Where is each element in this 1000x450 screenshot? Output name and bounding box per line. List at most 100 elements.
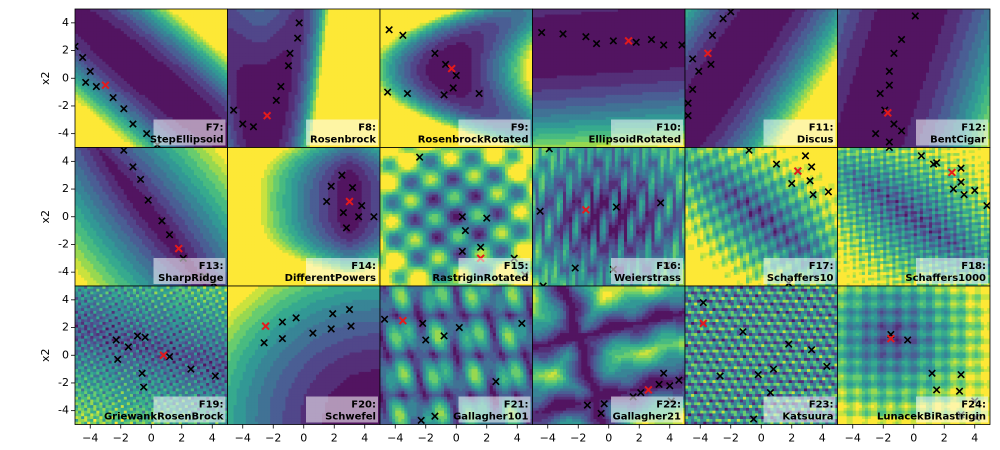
heat-cell — [343, 25, 348, 29]
heat-cell — [303, 75, 308, 79]
heat-cell — [151, 130, 155, 135]
heat-cell — [212, 61, 216, 65]
heat-cell — [203, 94, 207, 99]
heat-cell — [105, 119, 110, 124]
heat-cell — [270, 47, 274, 52]
heat-cell — [178, 53, 183, 57]
heat-cell — [87, 75, 91, 79]
heat-cell — [96, 136, 100, 140]
heat-cell — [370, 75, 375, 79]
heat-cell — [132, 105, 137, 110]
heat-cell — [264, 28, 268, 32]
heat-cell — [373, 31, 378, 35]
heat-cell — [276, 58, 280, 63]
heat-cell — [166, 39, 171, 43]
heat-cell — [151, 31, 155, 35]
heat-cell — [114, 136, 119, 140]
heat-cell — [236, 130, 241, 135]
heat-cell — [361, 22, 366, 27]
heat-cell — [224, 33, 228, 38]
heat-cell — [297, 86, 302, 90]
heat-cell — [75, 28, 79, 32]
heat-cell — [279, 111, 283, 115]
heat-cell — [123, 114, 128, 118]
heat-cell — [312, 114, 317, 118]
heat-cell — [331, 11, 335, 16]
heat-cell — [328, 92, 332, 96]
heat-cell — [224, 100, 228, 104]
heat-cell — [212, 75, 216, 79]
heat-cell — [154, 86, 158, 90]
heat-cell — [254, 141, 259, 146]
heat-cell — [355, 72, 360, 77]
heat-cell — [203, 111, 207, 115]
heat-cell — [132, 111, 137, 115]
heat-cell — [172, 61, 177, 65]
heat-cell — [108, 141, 113, 146]
heat-cell — [181, 78, 186, 82]
heat-cell — [148, 14, 152, 18]
heat-cell — [139, 9, 143, 13]
heat-cell — [111, 97, 116, 102]
heat-cell — [264, 122, 268, 126]
heat-cell — [288, 78, 293, 82]
heat-cell — [337, 89, 341, 93]
heat-cell — [87, 94, 91, 99]
heat-cell — [142, 144, 146, 148]
heat-cell — [233, 25, 238, 29]
heat-cell — [337, 97, 341, 102]
heat-cell — [187, 47, 192, 52]
heat-cell — [129, 94, 134, 99]
heat-cell — [294, 78, 299, 82]
heat-cell — [93, 72, 97, 77]
heat-cell — [117, 89, 122, 93]
heat-cell — [120, 89, 125, 93]
heat-cell — [200, 144, 204, 148]
heat-cell — [142, 22, 146, 27]
heat-cell — [276, 133, 280, 138]
heat-cell — [273, 133, 277, 138]
heat-cell — [218, 39, 222, 43]
heat-cell — [172, 39, 177, 43]
heat-cell — [325, 108, 329, 113]
heat-cell — [99, 11, 104, 16]
heat-cell — [248, 25, 253, 29]
heat-cell — [145, 61, 149, 65]
heat-cell — [81, 130, 85, 135]
heat-cell — [166, 28, 171, 32]
heat-cell — [120, 94, 125, 99]
heat-cell — [105, 103, 110, 107]
heat-cell — [221, 17, 226, 21]
heat-cell — [99, 117, 104, 121]
heat-cell — [200, 20, 204, 24]
heat-cell — [364, 81, 369, 85]
heat-cell — [343, 111, 348, 115]
heat-cell — [99, 105, 104, 110]
heat-cell — [75, 20, 79, 24]
heat-cell — [99, 53, 104, 57]
heat-cell — [291, 136, 296, 140]
heat-cell — [157, 78, 161, 82]
heat-cell — [142, 25, 146, 29]
heat-cell — [209, 111, 213, 115]
heat-cell — [111, 136, 116, 140]
heat-cell — [248, 39, 253, 43]
heat-cell — [175, 97, 180, 102]
sample-marker — [92, 82, 101, 91]
heat-cell — [169, 67, 174, 71]
heat-cell — [309, 100, 314, 104]
heat-cell — [325, 105, 329, 110]
heat-cell — [303, 136, 308, 140]
heat-cell — [114, 125, 119, 129]
heat-cell — [123, 94, 128, 99]
heat-cell — [297, 39, 302, 43]
heat-cell — [334, 9, 338, 13]
heat-cell — [142, 28, 146, 32]
heat-cell — [117, 105, 122, 110]
heat-cell — [197, 61, 201, 65]
heat-cell — [361, 89, 366, 93]
heat-cell — [169, 86, 174, 90]
heat-cell — [242, 130, 247, 135]
heat-cell — [245, 128, 250, 132]
heat-cell — [148, 81, 152, 85]
